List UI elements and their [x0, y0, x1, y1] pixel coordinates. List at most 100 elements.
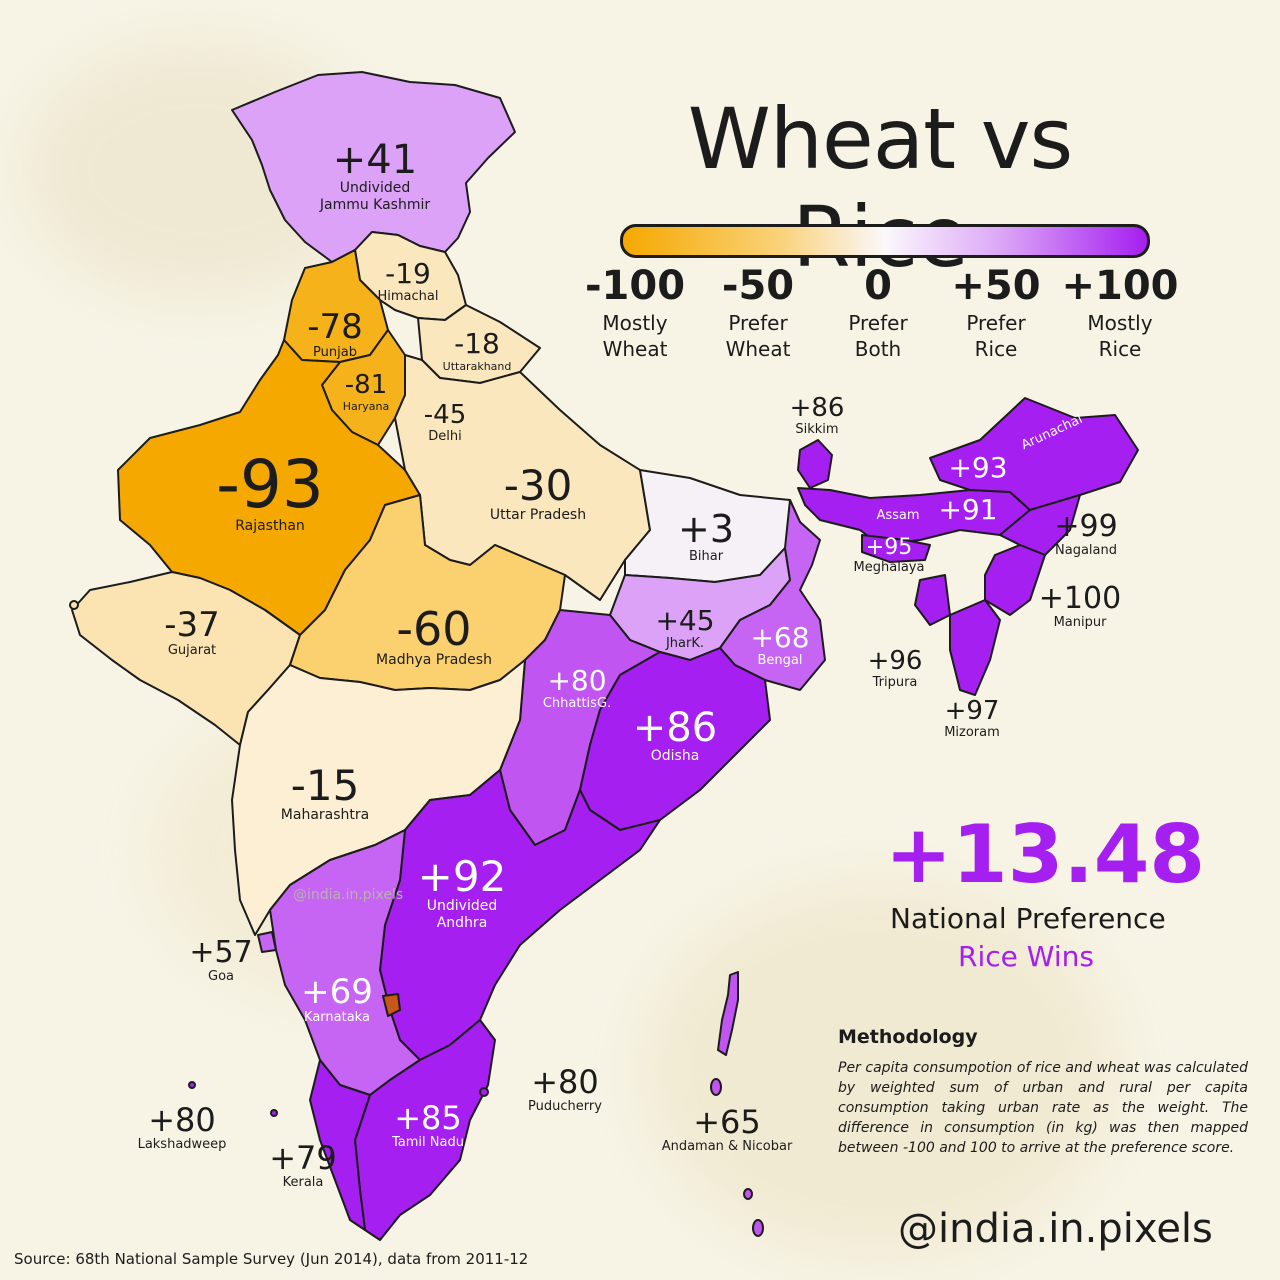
region-value: +93 [948, 451, 1008, 484]
region-gujarat-island [69, 600, 79, 610]
region-value: +80 [148, 1101, 216, 1139]
region-name: Himachal [377, 289, 439, 304]
region-name: Bihar [688, 549, 724, 564]
region-odisha[interactable] [579, 647, 771, 831]
region-value: +68 [750, 621, 810, 654]
region-value: -30 [503, 461, 573, 510]
region-name: Assam [876, 508, 920, 523]
region-label-jk: +41 Undivided Jammu Kashmir [320, 140, 430, 214]
region-name: Kerala [282, 1175, 324, 1190]
region-value: +91 [938, 493, 998, 526]
region-name: Tripura [872, 675, 918, 690]
region-name: Gujarat [167, 643, 217, 658]
legend-item: +50 Prefer Rice [926, 262, 1066, 362]
legend-value: -50 [721, 263, 795, 309]
region-meghalaya[interactable] [861, 534, 931, 563]
methodology-text: Per capita consumpotion of rice and whea… [838, 1060, 1248, 1156]
region-name: Madhya Pradesh [376, 652, 492, 668]
region-value: -93 [216, 446, 324, 523]
national-result: Rice Wins [958, 940, 1094, 973]
region-manipur[interactable] [984, 544, 1046, 616]
region-value: -78 [307, 307, 363, 347]
region-label-odisha: +86 Odisha [633, 708, 717, 765]
region-value: +96 [867, 646, 923, 676]
legend-label: Prefer Rice [966, 311, 1026, 361]
region-label-chhattisgarh: +80 ChhattisG. [543, 667, 611, 712]
region-arunachal[interactable] [929, 397, 1139, 511]
legend-item: -50 Prefer Wheat [688, 262, 828, 362]
region-value: -18 [454, 327, 500, 360]
region-andaman[interactable] [717, 971, 739, 1056]
legend-label: Prefer Wheat [725, 311, 791, 361]
region-value: +69 [301, 972, 373, 1012]
region-name: Karnataka [304, 1010, 370, 1025]
region-label-delhi: -45 Delhi [424, 402, 466, 445]
region-name: Sikkim [795, 422, 839, 437]
region-value: -60 [396, 602, 472, 656]
region-label-bengal: +68 Bengal [750, 624, 809, 669]
region-value: +80 [547, 664, 607, 697]
legend-value: -100 [584, 263, 686, 309]
region-bengal[interactable] [719, 499, 826, 691]
region-andaman-island[interactable] [710, 1078, 722, 1096]
legend-item: -100 Mostly Wheat [565, 262, 705, 362]
region-name: Nagaland [1055, 543, 1117, 558]
region-name: Andaman & Nicobar [661, 1139, 793, 1154]
region-jk[interactable] [231, 71, 516, 263]
region-label-punjab: -78 Punjab [307, 310, 363, 361]
region-label-kerala: +79 Kerala [269, 1142, 337, 1191]
legend-label: Mostly Rice [1087, 311, 1153, 361]
legend-value: 0 [864, 263, 892, 309]
region-label-karnataka: +69 Karnataka [301, 975, 373, 1026]
region-label-assam: +91 [938, 496, 997, 524]
legend-value: +100 [1061, 263, 1179, 309]
region-name: Haryana [342, 400, 390, 413]
region-mizoram[interactable] [949, 599, 1001, 696]
region-andaman-island[interactable] [752, 1219, 764, 1237]
region-andaman-island[interactable] [743, 1188, 753, 1200]
region-name: JharK. [665, 636, 705, 651]
region-label-manipur: +100 Manipur [1039, 584, 1121, 631]
region-label-uttarakhand: -18 Uttarakhand [443, 330, 512, 375]
region-value: +65 [693, 1103, 761, 1141]
region-label-tamilnadu: +85 Tamil Nadu [392, 1102, 464, 1151]
legend-label: Prefer Both [848, 311, 908, 361]
region-value: -81 [344, 370, 388, 400]
region-label-haryana: -81 Haryana [343, 372, 390, 415]
region-name: Undivided Jammu Kashmir [319, 180, 431, 213]
region-label-himachal: -19 Himachal [378, 260, 439, 305]
region-name: Lakshadweep [137, 1137, 227, 1152]
region-name: Tamil Nadu [392, 1135, 464, 1150]
region-name: Delhi [428, 429, 462, 444]
region-value: +86 [789, 393, 845, 423]
region-name: Meghalaya [853, 560, 925, 575]
region-name: Maharashtra [280, 807, 370, 823]
region-kerala[interactable] [309, 1059, 371, 1231]
national-label: National Preference [890, 902, 1166, 935]
region-up[interactable] [394, 354, 651, 601]
source-note: Source: 68th National Sample Survey (Jun… [14, 1250, 529, 1268]
region-value: +97 [944, 696, 1000, 726]
region-name: Manipur [1053, 615, 1107, 630]
region-value: -37 [164, 605, 220, 645]
region-label-up: -30 Uttar Pradesh [490, 465, 586, 524]
legend-gradient-bar [620, 224, 1150, 258]
region-label-andhra: +92 Undivided Andhra [418, 856, 507, 932]
region-value: +99 [1054, 509, 1118, 544]
region-tripura[interactable] [914, 574, 951, 626]
region-value: -45 [423, 400, 467, 430]
region-label-bihar: +3 Bihar [678, 510, 734, 565]
region-label-sikkim: +86 Sikkim [790, 395, 845, 438]
region-sikkim[interactable] [797, 439, 833, 489]
region-name: Punjab [313, 345, 357, 360]
region-value: -19 [385, 257, 431, 290]
region-puducherry-marker[interactable] [479, 1087, 489, 1097]
region-lakshadweep-marker[interactable] [188, 1081, 196, 1089]
region-name: Bengal [757, 653, 803, 668]
social-handle: @india.in.pixels [898, 1206, 1213, 1252]
region-karnataka[interactable] [269, 829, 421, 1096]
legend-label: Mostly Wheat [602, 311, 668, 361]
region-lakshadweep-marker[interactable] [270, 1109, 278, 1117]
region-label-mizoram: +97 Mizoram [944, 698, 1000, 741]
